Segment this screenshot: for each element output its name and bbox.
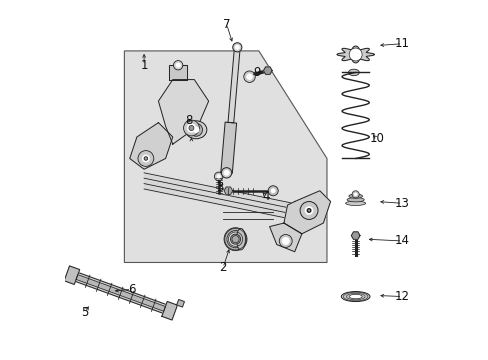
Circle shape bbox=[267, 186, 278, 196]
Polygon shape bbox=[224, 187, 232, 194]
Polygon shape bbox=[284, 191, 330, 234]
Polygon shape bbox=[64, 266, 80, 284]
Circle shape bbox=[173, 60, 183, 70]
Circle shape bbox=[348, 48, 362, 61]
Circle shape bbox=[188, 126, 194, 131]
Circle shape bbox=[270, 188, 275, 193]
Circle shape bbox=[304, 206, 313, 215]
Circle shape bbox=[226, 230, 244, 248]
Ellipse shape bbox=[348, 294, 362, 299]
Polygon shape bbox=[76, 275, 165, 311]
Circle shape bbox=[234, 45, 239, 50]
Circle shape bbox=[300, 202, 317, 220]
Circle shape bbox=[232, 43, 242, 52]
Text: 3: 3 bbox=[215, 181, 223, 194]
Circle shape bbox=[223, 170, 229, 176]
Circle shape bbox=[144, 157, 147, 160]
Polygon shape bbox=[162, 301, 177, 320]
Polygon shape bbox=[336, 46, 373, 63]
Text: 14: 14 bbox=[394, 234, 409, 247]
Text: 11: 11 bbox=[394, 37, 409, 50]
Polygon shape bbox=[124, 51, 326, 262]
Text: 4: 4 bbox=[262, 190, 269, 203]
Polygon shape bbox=[351, 232, 359, 239]
Text: 13: 13 bbox=[394, 197, 409, 210]
Polygon shape bbox=[72, 271, 169, 315]
Text: 2: 2 bbox=[219, 261, 226, 274]
Circle shape bbox=[244, 71, 255, 82]
Circle shape bbox=[224, 228, 246, 251]
Ellipse shape bbox=[346, 198, 364, 202]
Polygon shape bbox=[221, 122, 236, 173]
Circle shape bbox=[216, 174, 221, 179]
Text: 5: 5 bbox=[81, 306, 88, 319]
Circle shape bbox=[138, 150, 153, 166]
Circle shape bbox=[192, 127, 199, 133]
Ellipse shape bbox=[348, 194, 362, 198]
Circle shape bbox=[142, 154, 149, 162]
Circle shape bbox=[279, 234, 292, 247]
Text: 8: 8 bbox=[185, 114, 192, 127]
Circle shape bbox=[353, 193, 357, 196]
Ellipse shape bbox=[348, 69, 359, 76]
Ellipse shape bbox=[185, 121, 206, 139]
Ellipse shape bbox=[341, 292, 369, 302]
Circle shape bbox=[186, 123, 196, 133]
Circle shape bbox=[351, 191, 359, 198]
Circle shape bbox=[183, 120, 199, 136]
Circle shape bbox=[221, 168, 231, 178]
Ellipse shape bbox=[345, 201, 365, 206]
Circle shape bbox=[189, 123, 202, 136]
Polygon shape bbox=[227, 47, 240, 123]
Polygon shape bbox=[129, 123, 172, 169]
Text: 6: 6 bbox=[127, 283, 135, 296]
Text: 9: 9 bbox=[253, 66, 260, 79]
Circle shape bbox=[246, 73, 252, 80]
Polygon shape bbox=[263, 67, 271, 75]
Circle shape bbox=[175, 63, 180, 68]
Text: 7: 7 bbox=[223, 18, 230, 31]
Text: 10: 10 bbox=[369, 132, 384, 145]
Circle shape bbox=[230, 234, 240, 244]
Polygon shape bbox=[158, 80, 208, 144]
Circle shape bbox=[306, 209, 310, 212]
Ellipse shape bbox=[236, 228, 245, 250]
Text: 12: 12 bbox=[394, 290, 409, 303]
Circle shape bbox=[214, 172, 223, 181]
Text: 1: 1 bbox=[140, 59, 147, 72]
Polygon shape bbox=[169, 65, 187, 80]
Polygon shape bbox=[176, 300, 184, 307]
Polygon shape bbox=[269, 223, 301, 252]
Circle shape bbox=[282, 238, 288, 244]
